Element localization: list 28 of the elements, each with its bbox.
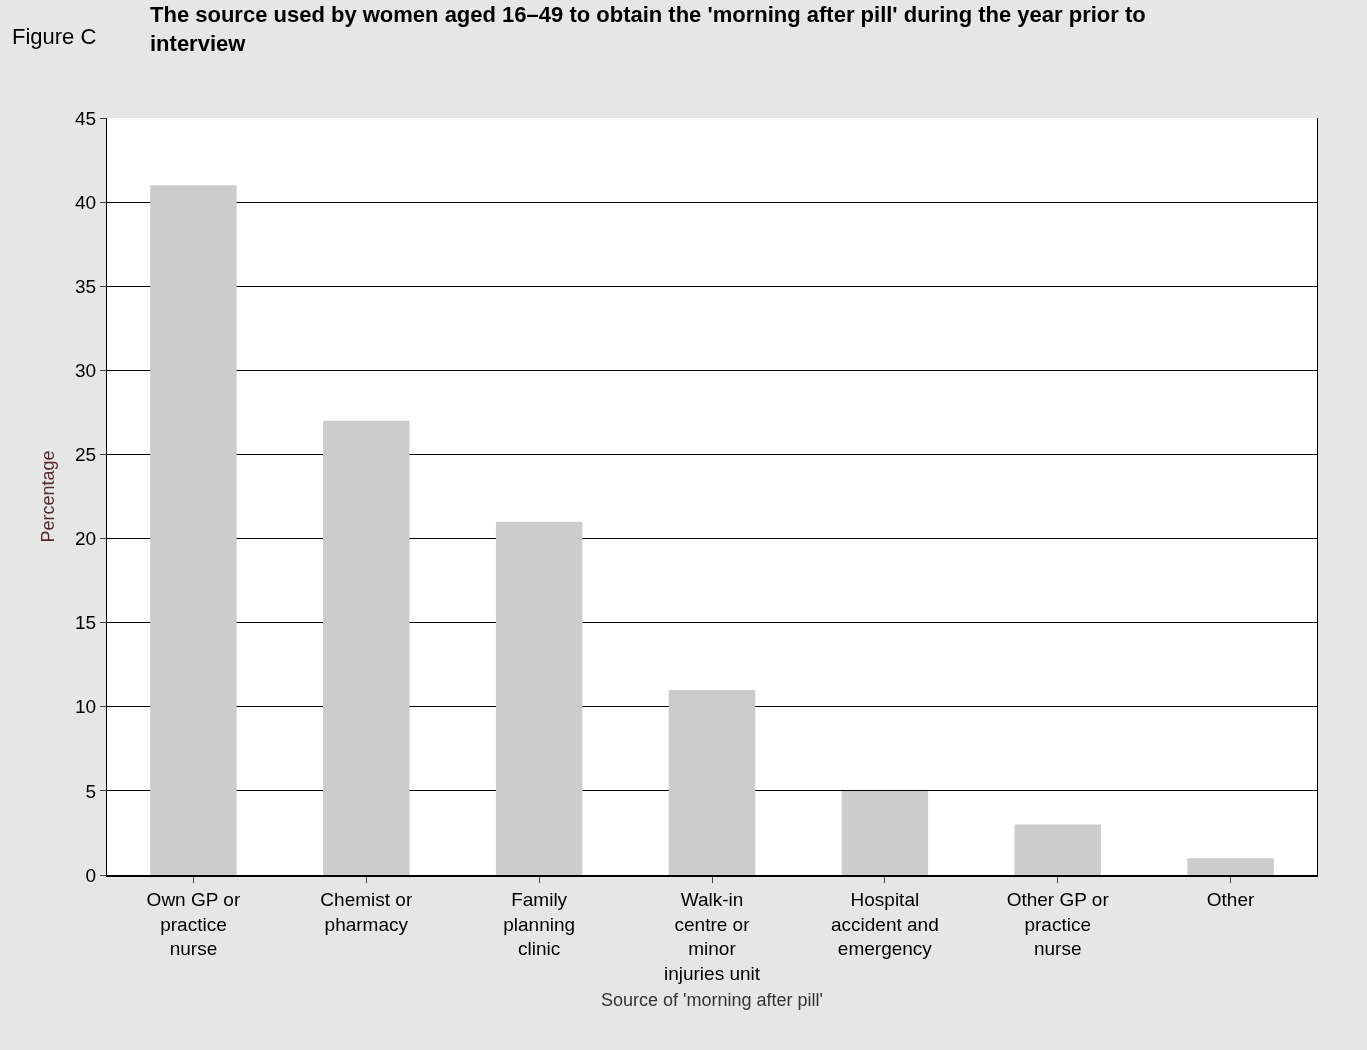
x-axis-title: Source of 'morning after pill' — [601, 989, 823, 1010]
y-tick-label: 25 — [75, 444, 97, 466]
bar — [495, 521, 583, 875]
y-tick-label: 20 — [75, 528, 97, 550]
y-tick-label: 40 — [75, 191, 97, 213]
y-tick-label: 30 — [75, 359, 97, 381]
bar — [323, 420, 410, 875]
y-tick-label: 5 — [85, 780, 97, 802]
x-tick-label: Walk-in centre or minor injuries unit — [663, 888, 761, 984]
bar — [1014, 824, 1101, 875]
y-tick-label: 45 — [75, 107, 97, 129]
bar — [150, 185, 237, 875]
x-tick-label: Other — [1206, 888, 1255, 910]
x-tick-label: Chemist or pharmacy — [320, 888, 413, 935]
x-tick-label: Hospital accident and emergency — [830, 888, 939, 960]
bar — [668, 689, 756, 875]
text: Figure C — [12, 24, 97, 49]
y-tick-label: 15 — [75, 612, 97, 634]
y-axis-title: Percentage — [38, 450, 59, 543]
y-tick-label: 0 — [85, 864, 97, 886]
y-tick-label: 10 — [75, 696, 97, 718]
y-tick-label: 35 — [75, 275, 97, 297]
chart-title: The source used by women aged 16–49 to obtain the 'morning after pill' during the year prior to interview — [150, 2, 1146, 56]
bar — [1187, 858, 1274, 875]
x-tick-label: Other GP or practice nurse — [1006, 888, 1110, 960]
x-tick-label: Family planning clinic — [503, 888, 576, 960]
x-tick-label: Own GP or practice nurse — [146, 888, 241, 960]
bar — [841, 790, 929, 875]
